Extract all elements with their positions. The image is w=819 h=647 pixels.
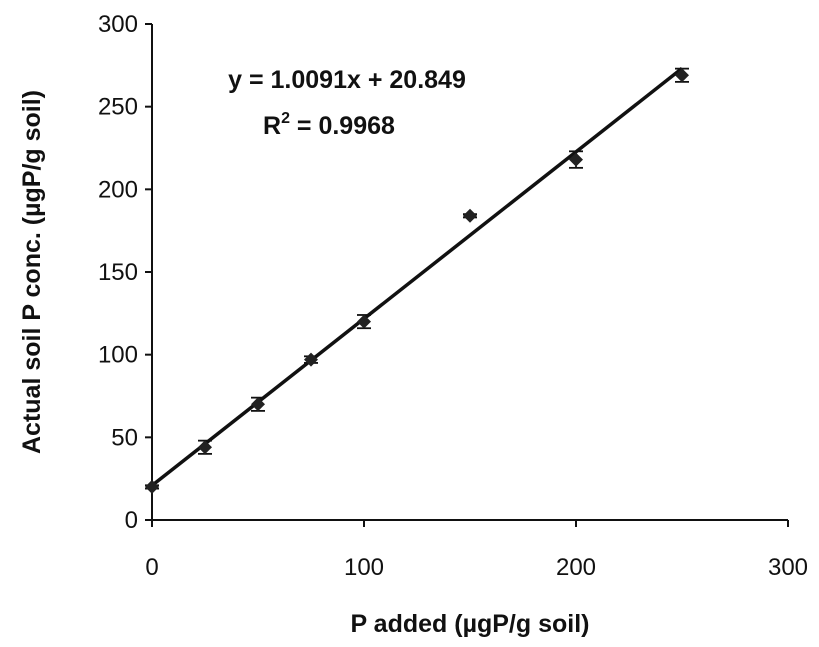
r-squared-label: R2 = 0.9968 bbox=[263, 110, 395, 140]
x-tick-label: 200 bbox=[556, 554, 596, 581]
y-tick-label: 50 bbox=[111, 424, 138, 451]
data-point bbox=[251, 397, 265, 412]
r-squared-r: R bbox=[263, 112, 281, 140]
y-tick-labels: 0 50 100 150 200 250 300 bbox=[98, 11, 138, 534]
data-point bbox=[675, 68, 689, 83]
r-squared-exponent: 2 bbox=[281, 110, 290, 127]
y-tick-label: 300 bbox=[98, 11, 138, 38]
trendline-group bbox=[150, 67, 684, 487]
data-points bbox=[145, 67, 689, 494]
data-point bbox=[304, 352, 318, 367]
y-axis-title: Actual soil P conc. (µgP/g soil) bbox=[18, 90, 46, 454]
x-tick-label: 0 bbox=[145, 554, 158, 581]
r-squared-value: = 0.9968 bbox=[290, 112, 395, 140]
data-point bbox=[463, 208, 477, 223]
data-point bbox=[357, 314, 371, 329]
y-tick-label: 100 bbox=[98, 342, 138, 369]
y-tick-label: 150 bbox=[98, 259, 138, 286]
trendline-equation: y = 1.0091x + 20.849 bbox=[228, 66, 466, 94]
x-tick-labels: 0 100 200 300 bbox=[145, 554, 808, 581]
x-tick-label: 100 bbox=[344, 554, 384, 581]
y-tick-label: 0 bbox=[125, 507, 138, 534]
data-point bbox=[198, 440, 212, 455]
x-tick-label: 300 bbox=[768, 554, 808, 581]
y-tick-label: 250 bbox=[98, 94, 138, 121]
data-point bbox=[145, 479, 159, 494]
data-point bbox=[569, 152, 583, 167]
axes bbox=[145, 23, 789, 527]
y-tick-label: 200 bbox=[98, 176, 138, 203]
trendline bbox=[150, 67, 684, 487]
x-axis-title: P added (µgP/g soil) bbox=[351, 610, 590, 638]
